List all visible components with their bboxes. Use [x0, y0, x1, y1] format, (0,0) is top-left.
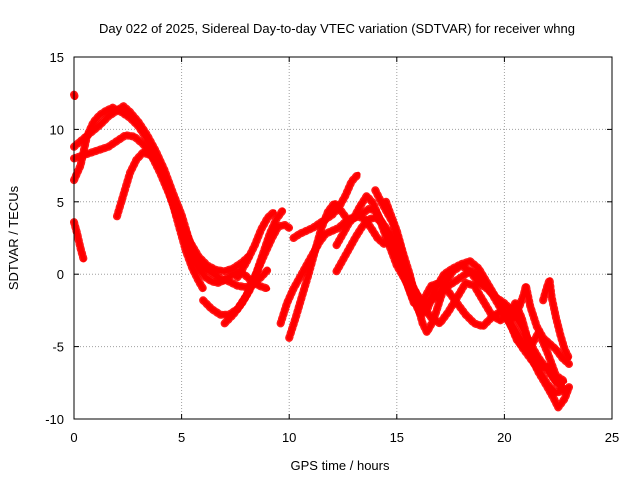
series-track-8: [220, 206, 287, 328]
series-track-17: [509, 281, 573, 368]
y-tick-label: 10: [50, 122, 64, 137]
series-track-2: [70, 218, 88, 264]
series-track-18: [539, 276, 573, 363]
x-tick-label: 25: [605, 430, 619, 445]
series-markers: [539, 276, 573, 363]
y-axis-label: SDTVAR / TECUs: [6, 185, 21, 290]
y-tick-label: -10: [45, 412, 64, 427]
series-track-6: [113, 148, 208, 293]
y-tick-label: 0: [57, 267, 64, 282]
y-tick-label: 5: [57, 195, 64, 210]
series-markers: [113, 148, 208, 293]
series-markers: [70, 103, 253, 276]
plot-frame: [73, 56, 613, 420]
series-line: [71, 105, 251, 274]
chart-title: Day 022 of 2025, Sidereal Day-to-day VTE…: [99, 21, 575, 36]
data-series: [70, 90, 573, 412]
series-markers: [220, 206, 287, 328]
series-markers: [70, 218, 88, 264]
x-tick-label: 0: [70, 430, 77, 445]
series-markers: [289, 170, 363, 242]
x-tick-label: 20: [497, 430, 511, 445]
x-axis-label: GPS time / hours: [291, 458, 390, 473]
series-track-3: [70, 103, 253, 276]
y-tick-label: -5: [52, 340, 64, 355]
series-track-9: [233, 207, 279, 282]
x-tick-label: 5: [178, 430, 185, 445]
x-tick-label: 10: [282, 430, 296, 445]
series-track-14: [332, 213, 569, 397]
series-track-16: [382, 197, 567, 389]
x-tick-label: 15: [390, 430, 404, 445]
y-tick-label: 15: [50, 50, 64, 65]
series-markers: [332, 213, 569, 397]
series-markers: [509, 281, 573, 368]
series-track-12: [289, 170, 363, 242]
series-markers: [382, 197, 567, 389]
axis-ticks: 0 5 10 15 20 25 -10 -5 0 5 10 15: [45, 50, 619, 445]
series-markers: [233, 207, 279, 282]
